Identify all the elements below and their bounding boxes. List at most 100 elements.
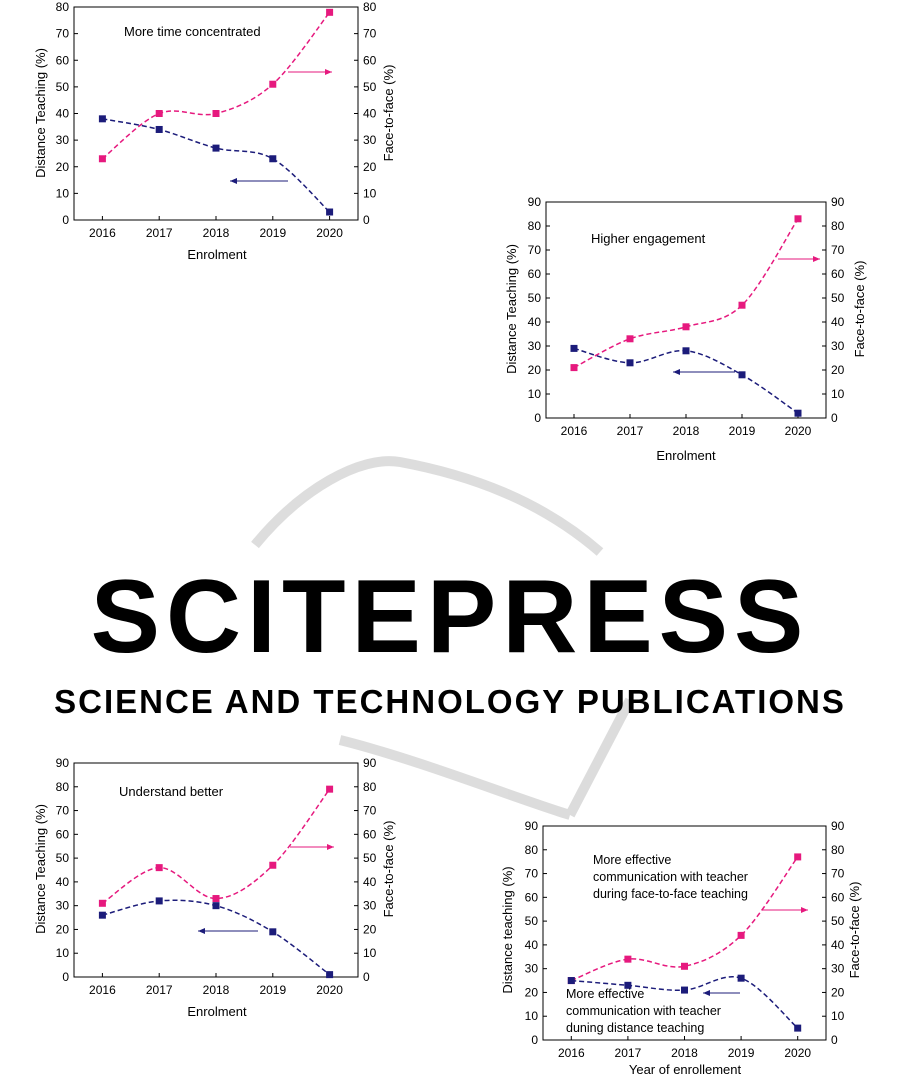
series-0-point-3 xyxy=(269,861,277,869)
series-0-point-1 xyxy=(624,955,632,963)
x-tick-label: 2020 xyxy=(316,226,343,240)
x-tick-label: 2019 xyxy=(729,424,756,438)
y-tick-label-left: 40 xyxy=(525,938,539,952)
x-tick-label: 2017 xyxy=(146,983,173,997)
y-tick-label-right: 20 xyxy=(363,160,377,174)
chart-4-annotation-distance: More effective communication with teache… xyxy=(566,987,724,1035)
series-1-point-4 xyxy=(326,971,334,979)
series-1-line xyxy=(102,118,331,213)
chart-2-xlabel: Enrolment xyxy=(656,448,716,463)
y-tick-label-left: 90 xyxy=(56,756,70,770)
y-tick-label-left: 60 xyxy=(56,827,70,841)
y-tick-label-left: 0 xyxy=(62,970,69,984)
y-tick-label-right: 50 xyxy=(831,291,845,305)
series-0-point-1 xyxy=(155,864,163,872)
chart-3-ylabel-right: Face-to-face (%) xyxy=(381,821,396,918)
series-1-point-1 xyxy=(155,897,163,905)
y-tick-label-left: 40 xyxy=(56,875,70,889)
series-1-point-1 xyxy=(626,359,634,367)
y-tick-label-right: 90 xyxy=(831,819,845,833)
watermark-line1: SCITEPRESS xyxy=(91,559,810,675)
series-1-point-4 xyxy=(794,409,802,417)
y-tick-label-left: 80 xyxy=(525,843,539,857)
series-1-point-4 xyxy=(326,208,334,216)
series-0-point-2 xyxy=(682,323,690,331)
x-tick-label: 2017 xyxy=(615,1046,642,1060)
y-tick-label-right: 30 xyxy=(363,133,377,147)
y-tick-label-left: 40 xyxy=(528,315,542,329)
series-1-line xyxy=(573,347,799,414)
series-0-arrow-head xyxy=(325,69,332,75)
series-1-point-3 xyxy=(738,371,746,379)
series-1-point-3 xyxy=(269,155,277,163)
chart-2-ylabel-right: Face-to-face (%) xyxy=(852,261,867,358)
series-0-arrow-head xyxy=(327,844,334,850)
chart-4-annotation-face-line2: communication with teacher xyxy=(593,870,748,884)
series-0-point-1 xyxy=(155,110,163,117)
x-tick-label: 2017 xyxy=(146,226,173,240)
y-tick-label-left: 60 xyxy=(525,890,539,904)
series-1-point-2 xyxy=(681,986,688,994)
series-0-point-4 xyxy=(326,785,334,793)
series-0-line xyxy=(101,788,331,904)
y-tick-label-right: 70 xyxy=(363,804,377,818)
series-0-line xyxy=(573,218,799,369)
y-tick-label-right: 20 xyxy=(363,922,377,936)
x-tick-label: 2020 xyxy=(316,983,343,997)
y-tick-label-right: 40 xyxy=(831,315,845,329)
x-tick-label: 2017 xyxy=(617,424,644,438)
series-0-point-4 xyxy=(326,8,334,16)
chart-1-ylabel-left: Distance Teaching (%) xyxy=(33,48,48,178)
chart-4-annotation-distance-line3: duning distance teaching xyxy=(566,1021,704,1035)
y-tick-label-right: 20 xyxy=(831,985,845,999)
series-0-point-0 xyxy=(98,899,106,907)
series-0-point-1 xyxy=(626,335,634,343)
chart-4-annotation-distance-line1: More effective xyxy=(566,987,644,1001)
y-tick-label-right: 90 xyxy=(363,756,377,770)
chart-1-xlabel: Enrolment xyxy=(187,247,247,262)
y-tick-label-left: 10 xyxy=(525,1009,539,1023)
y-tick-label-right: 50 xyxy=(831,914,845,928)
y-tick-label-left: 0 xyxy=(531,1033,538,1047)
chart-2-ylabel-left: Distance Teaching (%) xyxy=(504,244,519,374)
chart-4-xlabel: Year of enrollement xyxy=(629,1062,742,1077)
chart-3-xlabel: Enrolment xyxy=(187,1004,247,1019)
series-0-point-4 xyxy=(794,853,802,861)
y-tick-label-right: 10 xyxy=(831,1009,845,1023)
y-tick-label-right: 10 xyxy=(831,387,845,401)
y-tick-label-left: 50 xyxy=(56,80,70,94)
chart-1-ylabel-right: Face-to-face (%) xyxy=(381,65,396,162)
chart-1-annotation: More time concentrated xyxy=(124,24,261,39)
chart-4-annotation-face: More effective communication with teache… xyxy=(593,853,751,901)
y-tick-label-right: 0 xyxy=(831,1033,838,1047)
y-tick-label-left: 10 xyxy=(56,186,70,200)
chart-4-ylabel-left: Distance teaching (%) xyxy=(500,866,515,993)
x-tick-label: 2018 xyxy=(203,226,230,240)
y-tick-label-right: 80 xyxy=(831,219,845,233)
x-tick-label: 2016 xyxy=(561,424,588,438)
y-tick-label-left: 80 xyxy=(56,0,70,14)
y-tick-label-right: 60 xyxy=(363,53,377,67)
y-tick-label-right: 0 xyxy=(363,970,370,984)
series-1-arrow-head xyxy=(198,928,205,934)
y-tick-label-left: 90 xyxy=(525,819,539,833)
series-0-point-0 xyxy=(98,155,106,163)
series-1-point-0 xyxy=(98,911,106,919)
y-tick-label-right: 60 xyxy=(831,890,845,904)
y-tick-label-right: 50 xyxy=(363,80,377,94)
series-1-point-2 xyxy=(212,902,220,910)
chart-4-annotation-distance-line2: communication with teacher xyxy=(566,1004,721,1018)
y-tick-label-right: 60 xyxy=(831,267,845,281)
y-tick-label-left: 60 xyxy=(528,267,542,281)
series-0-point-2 xyxy=(212,895,220,903)
y-tick-label-right: 80 xyxy=(363,780,377,794)
series-1-point-1 xyxy=(155,125,163,133)
y-tick-label-right: 70 xyxy=(831,243,845,257)
x-tick-label: 2020 xyxy=(784,1046,811,1060)
